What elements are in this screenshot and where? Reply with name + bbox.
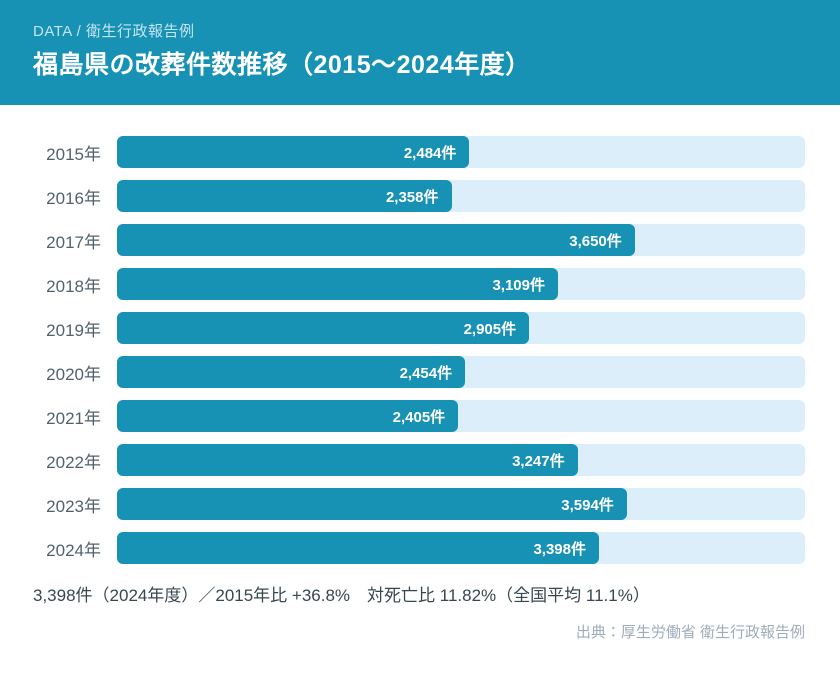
bar-track: 3,594件	[117, 488, 805, 520]
year-label: 2016年	[46, 188, 101, 208]
bar: 2,405件	[117, 400, 459, 432]
bar-track: 2,454件	[117, 356, 805, 388]
chart-row: 2024年 3,398件	[0, 532, 805, 564]
bar-track: 3,247件	[117, 444, 805, 476]
year-label: 2018年	[46, 276, 101, 296]
chart-row: 2016年 2,358件	[0, 180, 805, 212]
bar-value-label: 3,594件	[561, 496, 614, 514]
header: DATA / 衛生行政報告例 福島県の改葬件数推移（2015～2024年度）	[0, 0, 840, 105]
chart-row: 2018年 3,109件	[0, 268, 805, 300]
bar: 3,247件	[117, 444, 578, 476]
bar: 2,905件	[117, 312, 530, 344]
year-label: 2015年	[46, 144, 101, 164]
page-title: 福島県の改葬件数推移（2015～2024年度）	[33, 51, 531, 79]
bar-track: 2,358件	[117, 180, 805, 212]
header-kicker: DATA / 衛生行政報告例	[33, 23, 195, 40]
year-label: 2024年	[46, 540, 101, 560]
chart-row: 2020年 2,454件	[0, 356, 805, 388]
source-credit: 出典：厚生労働省 衛生行政報告例	[575, 624, 805, 642]
bar-value-label: 3,650件	[569, 232, 622, 250]
bar: 3,109件	[117, 268, 558, 300]
bar-value-label: 2,905件	[463, 320, 517, 338]
chart-row: 2021年 2,405件	[0, 400, 805, 432]
bar: 3,398件	[117, 532, 599, 564]
year-label: 2022年	[46, 452, 101, 472]
chart-row: 2015年 2,484件	[0, 136, 805, 168]
bar-track: 3,650件	[117, 224, 805, 256]
chart-row: 2019年 2,905件	[0, 312, 805, 344]
bar-track: 3,109件	[117, 268, 805, 300]
bar-value-label: 2,358件	[385, 188, 439, 206]
bar: 2,454件	[117, 356, 466, 388]
bar: 3,650件	[117, 224, 635, 256]
year-label: 2021年	[46, 408, 101, 428]
year-label: 2017年	[46, 232, 101, 252]
bar-value-label: 3,398件	[533, 540, 586, 558]
bar-track: 2,484件	[117, 136, 805, 168]
bar: 3,594件	[117, 488, 627, 520]
chart-row: 2022年 3,247件	[0, 444, 805, 476]
year-label: 2019年	[46, 320, 101, 340]
summary-stats: 3,398件（2024年度）／2015年比 +36.8% 対死亡比 11.82%…	[33, 586, 650, 605]
bar-value-label: 2,484件	[403, 144, 457, 162]
chart-row: 2023年 3,594件	[0, 488, 805, 520]
bar: 2,484件	[117, 136, 470, 168]
bar: 2,358件	[117, 180, 452, 212]
year-label: 2023年	[46, 496, 101, 516]
bar-value-label: 3,247件	[512, 452, 565, 470]
bar-value-label: 3,109件	[492, 276, 545, 294]
bar-track: 2,905件	[117, 312, 805, 344]
bar-chart: 2015年 2,484件 2016年 2,358件 2017年 3,650件 2018年 3,…	[0, 136, 805, 564]
bar-track: 2,405件	[117, 400, 805, 432]
chart-row: 2017年 3,650件	[0, 224, 805, 256]
bar-value-label: 2,405件	[392, 408, 446, 426]
bar-value-label: 2,454件	[399, 364, 453, 382]
year-label: 2020年	[46, 364, 101, 384]
bar-track: 3,398件	[117, 532, 805, 564]
